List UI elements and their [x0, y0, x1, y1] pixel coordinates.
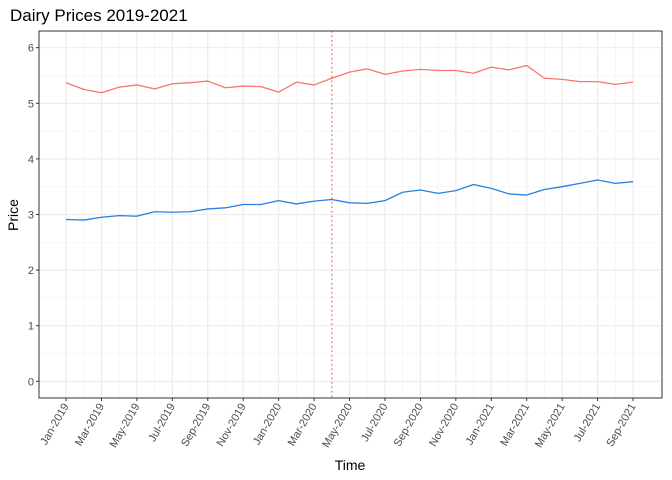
x-axis: Jan-2019 Mar-2019 May-2019 Jul-2019 Sep-2019… [38, 398, 639, 450]
x-tick-label: Jan-2021 [464, 402, 497, 448]
x-tick-label: Nov-2020 [427, 402, 461, 449]
x-tick-label: Jul-2019 [146, 402, 177, 445]
y-tick-label: 2 [28, 265, 34, 277]
x-tick-label: Mar-2019 [73, 402, 107, 449]
x-tick-label: Jan-2020 [251, 402, 284, 448]
y-tick-label: 1 [28, 321, 34, 333]
x-tick-label: Jul-2020 [359, 402, 390, 445]
x-tick-label: Mar-2020 [286, 402, 320, 449]
series-line-2 [65, 179, 634, 221]
y-tick-label: 4 [28, 154, 34, 166]
series-layer [65, 64, 634, 221]
x-tick-label: May-2019 [108, 402, 143, 450]
y-axis: 0 1 2 3 4 5 6 [28, 43, 39, 388]
x-tick-label: Sep-2019 [179, 402, 213, 449]
x-tick-label: Jul-2021 [572, 402, 603, 445]
x-tick-label: Sep-2020 [392, 402, 426, 449]
x-tick-label: May-2021 [533, 402, 568, 450]
y-axis-title: Price [5, 199, 21, 231]
y-tick-label: 3 [28, 210, 34, 222]
y-tick-label: 0 [28, 376, 34, 388]
x-tick-label: May-2020 [320, 402, 355, 450]
chart-title: Dairy Prices 2019-2021 [10, 6, 188, 25]
x-tick-label: Jan-2019 [38, 402, 71, 448]
y-tick-label: 5 [28, 98, 34, 110]
x-tick-label: Sep-2021 [604, 402, 638, 449]
y-tick-label: 6 [28, 43, 34, 55]
x-tick-label: Mar-2021 [498, 402, 532, 449]
x-axis-title: Time [335, 457, 366, 473]
series-line-1 [65, 64, 634, 94]
grid-major [39, 31, 662, 398]
x-tick-label: Nov-2019 [215, 402, 249, 449]
